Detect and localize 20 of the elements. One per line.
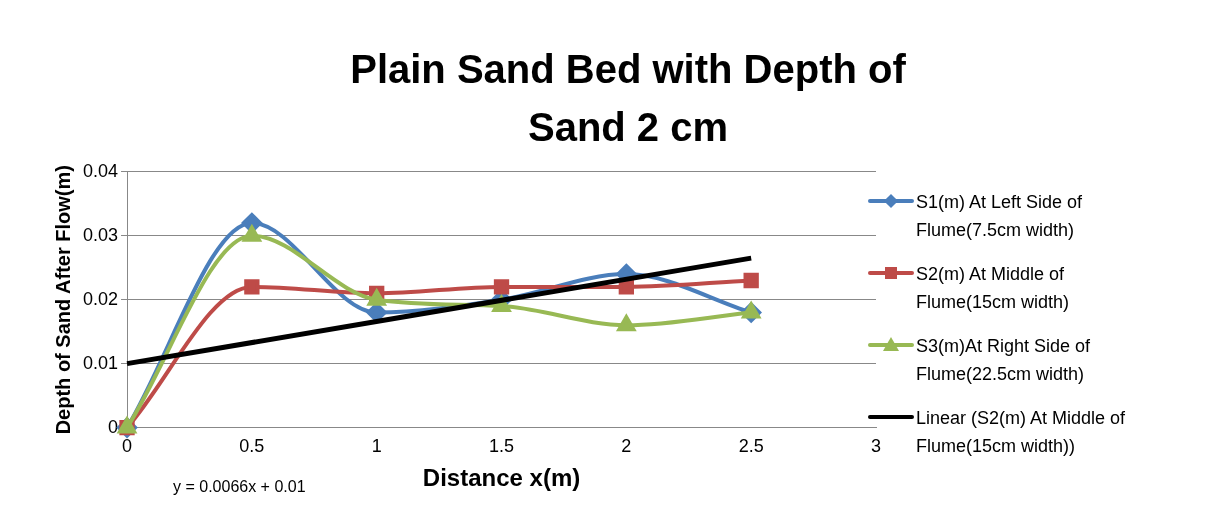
x-tick-label: 1 [371,436,382,457]
x-tick-label: 3 [870,436,882,457]
y-tick-label: 0.02 [82,288,119,309]
x-tick-label: 1.5 [489,436,515,457]
x-tick-label: 2.5 [738,436,764,457]
x-tick-label: 0 [122,436,133,457]
y-tick-label: 0.04 [82,160,119,181]
legend-label: Linear (S2(m) At Middle of Flume(15cm width)) [916,407,1127,458]
y-tick-label: 0.03 [82,224,119,245]
x-axis-title: Distance x(m) [422,464,581,492]
legend-label: S2(m) At Middle of Flume(15cm width) [916,263,1071,314]
x-tick-label: 0.5 [239,436,265,457]
text: y = 0.0066x + 0.01 [173,478,306,496]
legend-label: S1(m) At Left Side of Flume(7.5cm width) [916,191,1084,242]
x-tick-label: 2 [621,436,632,457]
y-axis-title: Depth of Sand After Flow(m) [51,165,74,435]
chart-title: Plain Sand Bed with Depth of Sand 2 cm [349,46,907,151]
y-tick-label: 0 [108,416,119,437]
legend-label: S3(m)At Right Side of Flume(22.5cm width) [916,335,1092,386]
y-tick-label: 0.01 [82,352,119,373]
